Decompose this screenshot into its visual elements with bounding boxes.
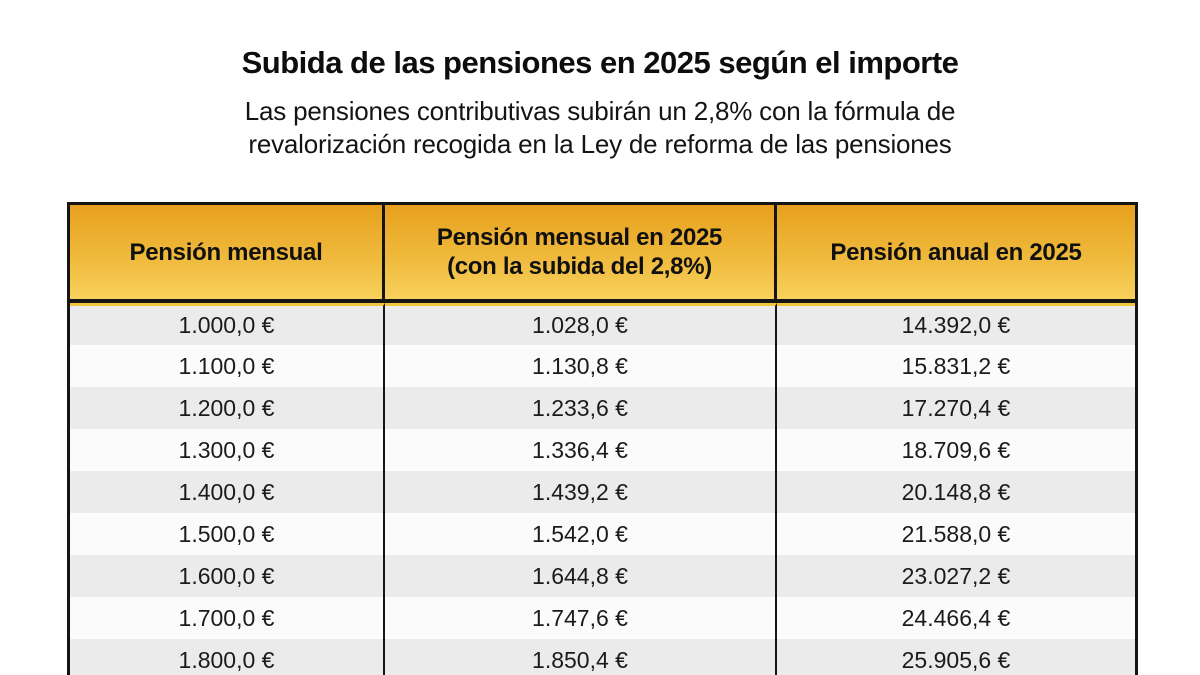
table-cell: 1.439,2 € — [385, 471, 777, 513]
table-cell: 1.700,0 € — [70, 597, 385, 639]
table-row: 1.500,0 €1.542,0 € 21.588,0 € — [70, 513, 1135, 555]
table-row: 1.000,0 €1.028,0 €14.392,0 € — [70, 303, 1135, 345]
table-row: 1.400,0 €1.439,2 € 20.148,8 € — [70, 471, 1135, 513]
table-cell: 1.800,0 € — [70, 639, 385, 675]
table-cell: 1.300,0 € — [70, 429, 385, 471]
table-row: 1.200,0 €1.233,6 € 17.270,4 € — [70, 387, 1135, 429]
pension-table-body: 1.000,0 €1.028,0 €14.392,0 €1.100,0 €1.1… — [70, 303, 1135, 675]
table-cell: 23.027,2 € — [901, 562, 1011, 589]
pension-table: Pensión mensual Pensión mensual en 2025 … — [67, 202, 1138, 675]
table-cell: 21.588,0 € — [901, 520, 1011, 547]
table-cell: 1.028,0 € — [385, 303, 777, 345]
table-cell: 1.200,0 € — [70, 387, 385, 429]
table-cell: 18.709,6 € — [901, 436, 1011, 463]
table-cell: 1.130,8 € — [385, 345, 777, 387]
table-cell: 1.400,0 € — [70, 471, 385, 513]
table-header-row: Pensión mensual Pensión mensual en 2025 … — [70, 205, 1135, 303]
table-cell: 1.747,6 € — [385, 597, 777, 639]
table-row: 1.700,0 €1.747,6 € 24.466,4 € — [70, 597, 1135, 639]
table-cell: 20.148,8 € — [901, 478, 1011, 505]
table-cell: 15.831,2 € — [901, 352, 1011, 379]
table-row: 1.300,0 €1.336,4 € 18.709,6 € — [70, 429, 1135, 471]
page-subtitle: Las pensiones contributivas subirán un 2… — [244, 96, 956, 159]
column-header-pension-anual-2025: Pensión anual en 2025 — [777, 205, 1135, 303]
table-cell: 1.850,4 € — [385, 639, 777, 675]
table-cell: 1.600,0 € — [70, 555, 385, 597]
table-cell: 25.905,6 € — [901, 646, 1011, 673]
table-cell: 1.644,8 € — [385, 555, 777, 597]
table-cell: 24.466,4 € — [901, 604, 1011, 631]
column-header-pension-mensual-2025: Pensión mensual en 2025 (con la subida d… — [385, 205, 777, 303]
page-title: Subida de las pensiones en 2025 según el… — [241, 45, 959, 80]
table-cell: 1.233,6 € — [385, 387, 777, 429]
table-cell: 14.392,0 € — [777, 303, 1135, 345]
table-cell: 1.000,0 € — [70, 303, 385, 345]
table-cell: 1.100,0 € — [70, 345, 385, 387]
table-cell: 1.500,0 € — [70, 513, 385, 555]
table-cell: 1.336,4 € — [385, 429, 777, 471]
table-header: Pensión mensual Pensión mensual en 2025 … — [70, 205, 1135, 303]
table-row: 1.600,0 €1.644,8 € 23.027,2 € — [70, 555, 1135, 597]
table-cell: 1.542,0 € — [385, 513, 777, 555]
table-cell: 17.270,4 € — [901, 394, 1011, 421]
column-header-pension-mensual: Pensión mensual — [70, 205, 385, 303]
table-row: 1.800,0 €1.850,4 € 25.905,6 € — [70, 639, 1135, 675]
table-row: 1.100,0 €1.130,8 € 15.831,2 € — [70, 345, 1135, 387]
